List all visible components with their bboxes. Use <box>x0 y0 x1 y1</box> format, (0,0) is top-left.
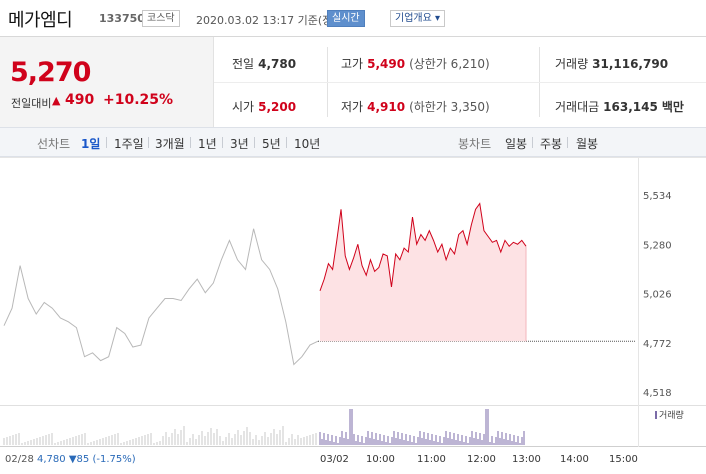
time-label: 10:00 <box>366 454 395 465</box>
prev-day-summary: 02/28 4,780 ▼85 (-1.75%) <box>5 454 136 465</box>
tab-weekly[interactable]: 주봉 <box>540 137 563 151</box>
prev-close-label: 전일 <box>232 57 255 71</box>
line-chart-label: 선차트 <box>37 137 71 151</box>
volume-value: 31,116,790 <box>592 57 669 71</box>
chart-footer: 02/28 4,780 ▼85 (-1.75%) 03/02 10:00 11:… <box>0 446 706 474</box>
footer-change: ▼85 <box>68 454 90 465</box>
tab-1d[interactable]: 1일 <box>81 137 101 151</box>
tab-divider <box>532 137 533 148</box>
current-day-price-line <box>319 202 527 291</box>
price-box: 5,270 전일대비 ▲ 490 +10.25% <box>0 37 214 127</box>
tab-3y[interactable]: 3년 <box>230 137 249 151</box>
volume-label: 거래량 <box>555 57 589 71</box>
tab-1w[interactable]: 1주일 <box>114 137 144 151</box>
prev-close: 전일 4,780 <box>232 55 296 72</box>
low-price: 저가 4,910 (하한가 3,350) <box>341 98 490 115</box>
tab-divider <box>106 137 107 148</box>
up-arrow-icon: ▲ <box>52 94 61 107</box>
change-percent: +10.25% <box>103 92 174 108</box>
footer-pct: (-1.75%) <box>92 454 136 465</box>
change-label: 전일대비 <box>11 97 52 110</box>
footer-close: 4,780 <box>37 454 66 465</box>
tab-3m[interactable]: 3개월 <box>155 137 185 151</box>
y-tick-label: 5,026 <box>643 290 672 301</box>
change-value: 490 <box>65 92 95 108</box>
y-tick-label: 5,280 <box>643 240 672 251</box>
time-label: 13:00 <box>512 454 541 465</box>
tab-1y[interactable]: 1년 <box>198 137 217 151</box>
tab-divider <box>286 137 287 148</box>
stock-code: 133750 <box>99 12 145 25</box>
amount-label: 거래대금 <box>555 100 600 114</box>
time-label: 11:00 <box>417 454 446 465</box>
y-tick-label: 5,534 <box>643 191 672 202</box>
open-label: 시가 <box>232 100 255 114</box>
stock-header: 메가엠디 133750 코스닥 2020.03.02 13:17 기준(장중) … <box>0 0 706 36</box>
time-label: 15:00 <box>609 454 638 465</box>
tab-divider <box>190 137 191 148</box>
tab-divider <box>222 137 223 148</box>
header-divider <box>0 36 706 37</box>
high-price: 고가 5,490 (상한가 6,210) <box>341 55 490 72</box>
current-day-area-fill <box>320 203 526 342</box>
time-label: 12:00 <box>467 454 496 465</box>
volume-legend: 거래량 <box>655 408 684 421</box>
tab-divider <box>254 137 255 148</box>
prev-day-price-line <box>3 228 319 366</box>
y-tick-label: 4,518 <box>643 388 672 399</box>
volume: 거래량 31,116,790 <box>555 55 668 72</box>
tab-divider <box>567 137 568 148</box>
candle-chart-label: 봉차트 <box>458 137 492 151</box>
prev-close-value: 4,780 <box>258 57 297 71</box>
tab-5y[interactable]: 5년 <box>262 137 281 151</box>
price-chart: 5,534 5,280 5,026 4,772 4,518 <box>0 157 706 447</box>
y-tick-label: 4,772 <box>643 339 672 350</box>
market-badge: 코스닥 <box>142 10 180 27</box>
open-value: 5,200 <box>258 100 297 114</box>
tab-monthly[interactable]: 월봉 <box>576 137 599 151</box>
company-info-dropdown[interactable]: 기업개요 ▾ <box>390 10 445 27</box>
stock-name: 메가엠디 <box>8 10 73 31</box>
current-price: 5,270 <box>10 57 91 88</box>
tab-10y[interactable]: 10년 <box>294 137 321 151</box>
low-value: 4,910 <box>367 100 406 114</box>
quote-panel: 5,270 전일대비 ▲ 490 +10.25% 전일 4,780 시가 5,200… <box>0 37 706 127</box>
amount-value: 163,145 <box>603 100 658 114</box>
amount-unit: 백만 <box>661 100 684 114</box>
lower-limit: (하한가 3,350) <box>409 100 490 114</box>
time-label: 14:00 <box>560 454 589 465</box>
time-label: 03/02 <box>320 454 349 465</box>
chart-tab-bar: 선차트 1일 1주일 3개월 1년 3년 5년 10년 봉차트 일봉 주봉 월봉 <box>0 127 706 157</box>
volume-legend-swatch <box>655 411 657 419</box>
volume-legend-label: 거래량 <box>659 411 684 421</box>
low-label: 저가 <box>341 100 364 114</box>
tab-divider <box>148 137 149 148</box>
tab-daily[interactable]: 일봉 <box>505 137 528 151</box>
high-label: 고가 <box>341 57 364 71</box>
open-price: 시가 5,200 <box>232 98 296 115</box>
trade-amount: 거래대금 163,145 백만 <box>555 98 684 115</box>
realtime-button[interactable]: 실시간 <box>327 10 365 27</box>
footer-date: 02/28 <box>5 454 34 465</box>
quote-datetime: 2020.03.02 13:17 기준(장중) <box>196 14 347 27</box>
row-divider <box>214 82 706 83</box>
high-value: 5,490 <box>367 57 406 71</box>
upper-limit: (상한가 6,210) <box>409 57 490 71</box>
